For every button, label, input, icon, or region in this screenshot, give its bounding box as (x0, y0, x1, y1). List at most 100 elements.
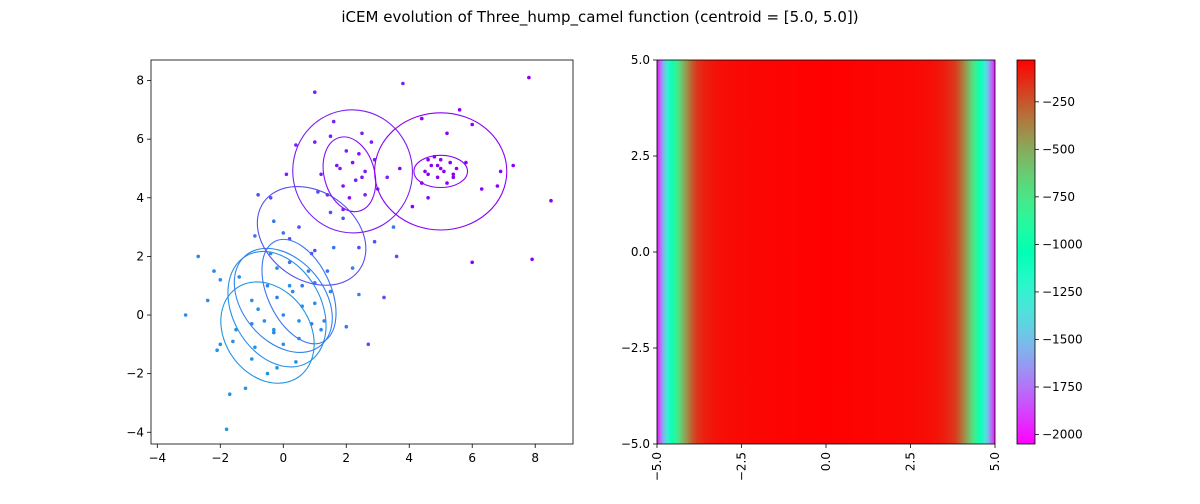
covariance-ellipse-1 (220, 281, 315, 384)
sample-point (281, 342, 286, 347)
x-tick-label: 6 (468, 451, 476, 465)
sample-point (420, 116, 424, 121)
sample-point (347, 196, 352, 200)
sample-point (382, 295, 386, 300)
sample-point (464, 160, 468, 165)
sample-point (511, 163, 515, 168)
sample-point (338, 166, 342, 171)
sample-point (445, 181, 449, 185)
heatmap-panel: −5.0 −2.5 0.0 2.5 5.0 5.0 2.5 0.0 −2.5 −5.0 (621, 53, 1002, 481)
scatter-panel: −4 −2 0 2 4 6 8 −4 −2 0 2 4 6 8 (126, 59, 574, 465)
sample-point (341, 216, 345, 221)
sample-point (300, 283, 305, 288)
sample-point (256, 193, 260, 197)
sample-point (435, 163, 440, 168)
sample-point (313, 90, 317, 94)
sample-point (398, 166, 402, 171)
sample-point (313, 140, 317, 144)
sample-point (287, 283, 292, 288)
sample-point (215, 348, 219, 353)
sample-point (350, 160, 355, 165)
sample-point (231, 339, 235, 344)
sample-point (451, 172, 456, 177)
y-tick-label: 0 (136, 308, 144, 322)
sample-point (445, 131, 449, 136)
covariance-ellipse-9 (413, 154, 469, 189)
colorbar-tick-label: −1250 (1042, 285, 1083, 299)
sample-point (325, 269, 330, 273)
sample-point (265, 371, 270, 376)
x-tick-label: 8 (531, 451, 539, 465)
covariance-ellipse-3 (233, 247, 333, 353)
sample-point (306, 269, 311, 273)
covariance-ellipse-6 (292, 109, 414, 234)
covariance-ellipse-4 (261, 238, 337, 345)
sample-point (243, 386, 248, 391)
sample-point (366, 342, 371, 347)
sample-point (183, 313, 188, 317)
sample-point (360, 175, 364, 180)
x-tick-label: 2 (342, 451, 350, 465)
y-tick-label: 8 (136, 74, 144, 88)
x-tick-label: −4 (148, 451, 166, 465)
figure-title: iCEM evolution of Three_hump_camel funct… (341, 8, 859, 26)
sample-point (549, 198, 553, 203)
sample-point (335, 163, 339, 168)
covariance-ellipse-7 (322, 136, 377, 213)
sample-point (344, 149, 349, 153)
sample-point (363, 169, 367, 174)
sample-point (218, 278, 223, 282)
heatmap-x-tick-label: 2.5 (904, 452, 918, 471)
sample-point (290, 289, 295, 294)
sample-point (218, 342, 223, 347)
sample-point (470, 122, 475, 127)
sample-point (256, 307, 260, 312)
colorbar-tick-label: −2000 (1042, 427, 1083, 441)
sample-point (272, 219, 276, 223)
sample-point (253, 345, 257, 350)
sample-point (401, 81, 405, 86)
sample-point (457, 108, 462, 112)
sample-point (328, 210, 333, 215)
sample-point (287, 260, 292, 265)
sample-point (369, 140, 374, 144)
sample-point (316, 190, 320, 194)
covariance-ellipse-8 (374, 112, 508, 231)
sample-point (350, 266, 355, 270)
scatter-frame (150, 59, 574, 445)
sample-point (360, 131, 364, 136)
colorbar-tick-label: −1000 (1042, 237, 1083, 251)
sample-point (250, 298, 254, 303)
sample-point (268, 196, 273, 200)
heatmap-y-tick-label: 0.0 (631, 245, 650, 259)
x-tick-label: 4 (405, 451, 413, 465)
sample-point (357, 245, 361, 250)
sample-point (294, 143, 298, 147)
sample-point (319, 327, 323, 332)
sample-point (313, 301, 317, 306)
sample-point (353, 178, 358, 182)
sample-point (224, 427, 229, 432)
x-tick-label: −2 (211, 451, 229, 465)
heatmap-x-tick-label: −2.5 (735, 452, 749, 481)
sample-point (357, 292, 361, 297)
sample-point (275, 266, 279, 270)
heatmap-y-tick-label: −5.0 (621, 437, 650, 451)
sample-point (454, 166, 459, 171)
sample-point (237, 275, 241, 279)
heatmap-image (657, 60, 995, 444)
sample-point (426, 172, 430, 177)
sample-point (281, 231, 286, 235)
sample-point (297, 225, 301, 229)
sample-point (470, 260, 475, 265)
colorbar-tick-label: −1750 (1042, 380, 1083, 394)
colorbar-gradient (1017, 60, 1035, 444)
sample-point (196, 254, 200, 259)
sample-point (435, 175, 440, 180)
y-tick-label: 6 (136, 132, 144, 146)
heatmap-y-tick-label: 5.0 (631, 53, 650, 67)
colorbar-panel: −250 −500 −750 −1000 −1250 −1500 −1750 −2000 (1016, 59, 1083, 445)
colorbar-frame (1016, 59, 1036, 445)
sample-point (309, 251, 314, 256)
sample-point (281, 313, 286, 317)
